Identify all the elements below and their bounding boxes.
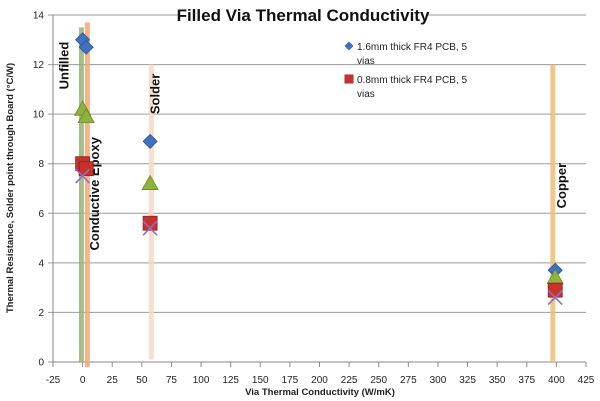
x-tick-label: 300 (430, 375, 447, 386)
y-tick-label: 10 (33, 110, 45, 121)
x-tick-label: 225 (341, 375, 358, 386)
data-point-x (142, 220, 158, 236)
data-point-square (142, 215, 158, 231)
x-tick-label: 400 (548, 375, 565, 386)
y-tick-label: 8 (38, 159, 44, 170)
data-point-triangle (77, 107, 95, 124)
chart-title: Filled Via Thermal Conductivity (177, 6, 430, 25)
x-stroke (142, 220, 158, 236)
x-tick-label: 75 (166, 375, 178, 386)
x-tick-label: -25 (46, 375, 61, 386)
x-tick-label: 100 (193, 375, 210, 386)
data-point-x (547, 289, 563, 306)
legend-marker-square (344, 74, 354, 84)
y-tick-label: 12 (33, 60, 45, 71)
x-tick-label: 375 (518, 375, 535, 386)
x-tick-label: 150 (252, 375, 269, 386)
data-point-triangle (141, 174, 159, 190)
legend: 1.6mm thick FR4 PCB, 5 vias 0.8mm thick FR… (344, 41, 467, 100)
data-point-diamond (78, 39, 94, 55)
y-tick-label: 4 (38, 258, 44, 269)
x-tick-label: 200 (311, 375, 328, 386)
legend-label: 1.6mm thick FR4 PCB, 5 vias (357, 42, 467, 67)
x-axis-title: Via Thermal Conductivity (W/mK) (245, 387, 395, 398)
x-tick-label: 125 (222, 375, 239, 386)
title-background (178, 5, 428, 25)
x-tick-label: 325 (459, 375, 476, 386)
annotation-label: Copper (554, 163, 569, 209)
data-point-square (547, 282, 563, 298)
x-tick-label: 350 (489, 375, 506, 386)
y-tick-label: 6 (38, 209, 44, 220)
x-stroke (75, 168, 91, 184)
y-tick-label: 0 (38, 358, 44, 369)
legend-label: 0.8mm thick FR4 PCB, 5 vias (357, 75, 467, 100)
data-point-diamond (142, 133, 158, 149)
x-tick-label: 175 (282, 375, 299, 386)
data-point-square (78, 161, 94, 177)
y-tick-label: 14 (33, 11, 45, 22)
y-axis-title: Thermal Resistance, Solder point through… (5, 63, 16, 313)
x-tick-label: 25 (107, 375, 119, 386)
x-tick-label: 50 (136, 375, 148, 386)
x-tick-label: 0 (80, 375, 86, 386)
x-stroke (547, 289, 563, 306)
annotation-label: Solder (148, 74, 163, 114)
legend-marker-diamond (344, 41, 354, 51)
x-tick-label: 250 (370, 375, 387, 386)
annotation-label: Unfilled (56, 42, 71, 90)
x-tick-label: 275 (400, 375, 417, 386)
y-tick-label: 2 (38, 308, 44, 319)
x-tick-label: 425 (578, 375, 595, 386)
annotation-label: Conductive Epoxy (87, 136, 102, 250)
data-point-x (75, 168, 91, 184)
